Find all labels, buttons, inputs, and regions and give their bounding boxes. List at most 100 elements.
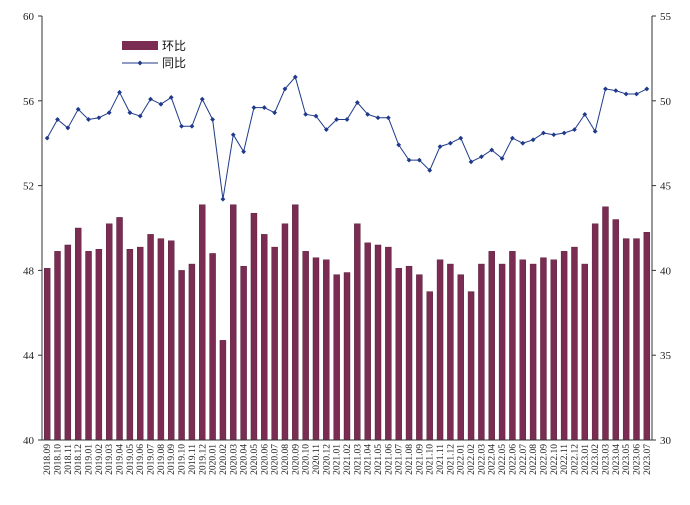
bar <box>395 268 402 441</box>
x-tick-label: 2019.11 <box>188 444 198 475</box>
bar <box>126 248 134 441</box>
x-tick-label: 2019.09 <box>167 444 177 475</box>
x-tick-label: 2019.10 <box>178 444 188 475</box>
line-point <box>479 154 484 160</box>
bar <box>188 263 196 441</box>
line-point <box>468 159 474 165</box>
line-point <box>303 111 309 117</box>
x-tick-label: 2020.09 <box>291 444 301 475</box>
bar <box>540 257 547 441</box>
line-point <box>406 157 412 163</box>
x-tick-label: 2023.01 <box>581 444 591 475</box>
bar <box>560 251 568 441</box>
bar-series <box>43 204 651 441</box>
line-point <box>416 157 422 163</box>
line-point <box>582 111 588 117</box>
x-tick-label: 2021.10 <box>426 444 436 475</box>
bar <box>54 251 61 441</box>
line-point <box>168 95 174 100</box>
x-tick-label: 2021.07 <box>395 444 405 475</box>
bar <box>178 270 185 441</box>
line-point <box>189 123 195 129</box>
x-tick-label: 2020.03 <box>229 444 239 475</box>
bar <box>64 244 72 441</box>
bar <box>612 219 620 441</box>
line-point <box>220 196 226 202</box>
x-tick-label: 2020.04 <box>240 444 250 475</box>
line-point <box>127 110 133 116</box>
bar <box>281 223 289 441</box>
line-point <box>96 115 102 121</box>
x-tick-label: 2021.05 <box>374 444 384 475</box>
line-point <box>644 86 650 92</box>
bar <box>467 291 475 441</box>
line-point <box>365 111 371 117</box>
x-tick-label: 2022.03 <box>477 444 487 475</box>
line-point <box>489 147 495 153</box>
line-point <box>210 117 215 122</box>
bar <box>374 244 382 441</box>
left-tick-label: 56 <box>23 96 35 108</box>
bar <box>591 223 599 441</box>
line-point <box>447 140 453 146</box>
bar <box>447 263 454 441</box>
bar <box>509 251 516 441</box>
line-point <box>334 117 340 122</box>
x-tick-label: 2022.02 <box>467 444 477 475</box>
bar <box>498 263 506 441</box>
x-tick-label: 2022.08 <box>529 444 539 475</box>
legend-swatch-bar <box>122 41 158 50</box>
x-tick-label: 2020.07 <box>271 444 281 475</box>
x-tick-label: 2022.10 <box>550 444 560 475</box>
bar <box>240 265 247 441</box>
line-point <box>572 127 577 133</box>
bar <box>147 234 154 441</box>
bar <box>302 251 309 441</box>
line-point <box>344 117 350 122</box>
x-tick-label: 2020.11 <box>312 444 322 475</box>
line-point <box>148 96 153 102</box>
x-tick-label: 2018.10 <box>54 444 64 475</box>
x-tick-label: 2019.06 <box>136 444 146 475</box>
x-tick-label: 2023.02 <box>591 444 601 475</box>
line-point <box>272 110 278 116</box>
x-tick-label: 2021.08 <box>405 444 415 475</box>
left-tick-label: 48 <box>23 265 35 277</box>
x-tick-label: 2019.12 <box>198 444 208 475</box>
x-tick-label: 2023.03 <box>601 444 611 475</box>
line-point <box>458 135 464 141</box>
bar <box>106 223 113 441</box>
right-tick-label: 35 <box>660 350 672 362</box>
line-point <box>323 127 329 133</box>
right-y-axis: 30 35 40 45 50 55 <box>651 11 672 447</box>
bar <box>571 246 578 441</box>
line-point <box>437 144 443 149</box>
x-tick-label: 2020.01 <box>209 444 219 475</box>
x-tick-label: 2019.01 <box>85 444 95 475</box>
bar <box>633 238 640 441</box>
x-tick-label: 2018.12 <box>74 444 84 475</box>
x-tick-label: 2020.06 <box>260 444 270 475</box>
bar <box>95 248 103 441</box>
bar <box>622 238 630 441</box>
bar <box>199 204 206 441</box>
bar <box>581 263 588 441</box>
line-point <box>230 132 236 138</box>
bar <box>354 223 361 441</box>
line-point <box>499 156 505 161</box>
line-point <box>65 125 71 131</box>
bar <box>519 259 526 441</box>
line-point <box>551 132 557 138</box>
bar <box>364 242 371 441</box>
bar <box>250 212 258 441</box>
bar <box>74 227 82 441</box>
x-tick-label: 2023.07 <box>643 444 653 475</box>
line-point <box>292 74 298 80</box>
bar <box>261 234 268 441</box>
line-point <box>137 113 143 119</box>
line-point <box>354 100 360 105</box>
left-y-axis: 40 44 48 52 56 60 <box>23 11 43 447</box>
x-tick-label: 2019.05 <box>126 444 136 475</box>
line-point <box>117 89 122 95</box>
bar <box>385 246 392 441</box>
